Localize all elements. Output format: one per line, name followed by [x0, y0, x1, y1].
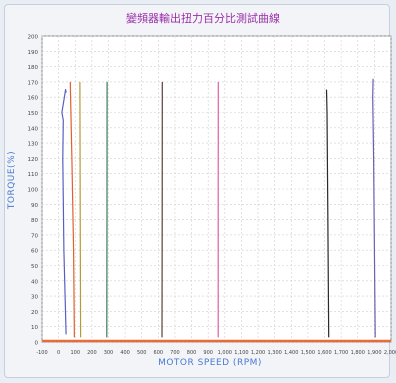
y-tick-label: 0: [35, 341, 39, 347]
x-tick-label: 200: [87, 350, 97, 356]
x-tick-label: 1,600: [317, 350, 331, 356]
series-line-7: [325, 89, 330, 338]
x-axis-label: MOTOR SPEED (RPM): [158, 358, 262, 368]
x-tick-label: 600: [154, 350, 164, 356]
x-tick-labels: -100 0 100 200 300 400 500 600 700 800 900 1,000 1,1…: [36, 350, 396, 356]
series-line-2: [69, 81, 75, 338]
x-tick-label: 300: [104, 350, 114, 356]
x-tick-label: 100: [70, 350, 80, 356]
x-tick-label: 400: [120, 350, 130, 356]
x-tick-label: 900: [203, 350, 213, 356]
y-tick-label: 90: [31, 203, 38, 209]
x-tick-label: 1,800: [351, 350, 365, 356]
y-tick-label: 140: [28, 126, 39, 132]
x-tick-label: 2,000: [384, 350, 396, 356]
x-tick-label: 800: [187, 350, 197, 356]
series-line-8: [372, 78, 376, 338]
y-tick-label: 10: [31, 325, 38, 331]
x-tick-label: 1,000: [218, 350, 232, 356]
x-tick-label: 1,200: [251, 350, 265, 356]
x-tick-label: 0: [57, 350, 60, 356]
x-tick-label: 1,700: [334, 350, 348, 356]
y-tick-labels: 0 10 20 30 40 50 60 70 80 90 100 110 120 130 140 150 160…: [28, 35, 39, 347]
chart-title: 變頻器輸出扭力百分比測試曲線: [126, 12, 280, 25]
x-tick-label: 1,500: [301, 350, 315, 356]
y-tick-label: 70: [31, 233, 38, 239]
series-lines: [61, 78, 376, 338]
x-tick-label: -100: [36, 350, 47, 356]
y-tick-label: 50: [31, 264, 38, 270]
y-tick-label: 190: [28, 50, 39, 56]
y-tick-label: 170: [28, 80, 39, 86]
y-tick-label: 80: [31, 218, 38, 224]
y-tick-label: 60: [31, 249, 38, 255]
y-tick-label: 30: [31, 295, 38, 301]
y-tick-label: 160: [28, 96, 39, 102]
series-line-3: [79, 81, 82, 338]
x-tick-label: 700: [170, 350, 180, 356]
y-tick-label: 180: [28, 65, 39, 71]
y-tick-label: 120: [28, 157, 39, 163]
y-tick-label: 20: [31, 310, 38, 316]
x-tick-label: 1,300: [268, 350, 282, 356]
y-tick-label: 110: [28, 172, 39, 178]
y-tick-label: 130: [28, 142, 39, 148]
x-tick-label: 500: [137, 350, 147, 356]
y-tick-label: 100: [28, 188, 39, 194]
x-tick-label: 1,100: [234, 350, 248, 356]
y-tick-label: 40: [31, 279, 38, 285]
y-tick-label: 200: [28, 35, 39, 41]
plot-area: [41, 35, 392, 343]
x-tick-label: 1,900: [367, 350, 381, 356]
y-tick-label: 150: [28, 111, 39, 117]
x-tick-label: 1,400: [284, 350, 298, 356]
series-line-1: [61, 88, 67, 335]
